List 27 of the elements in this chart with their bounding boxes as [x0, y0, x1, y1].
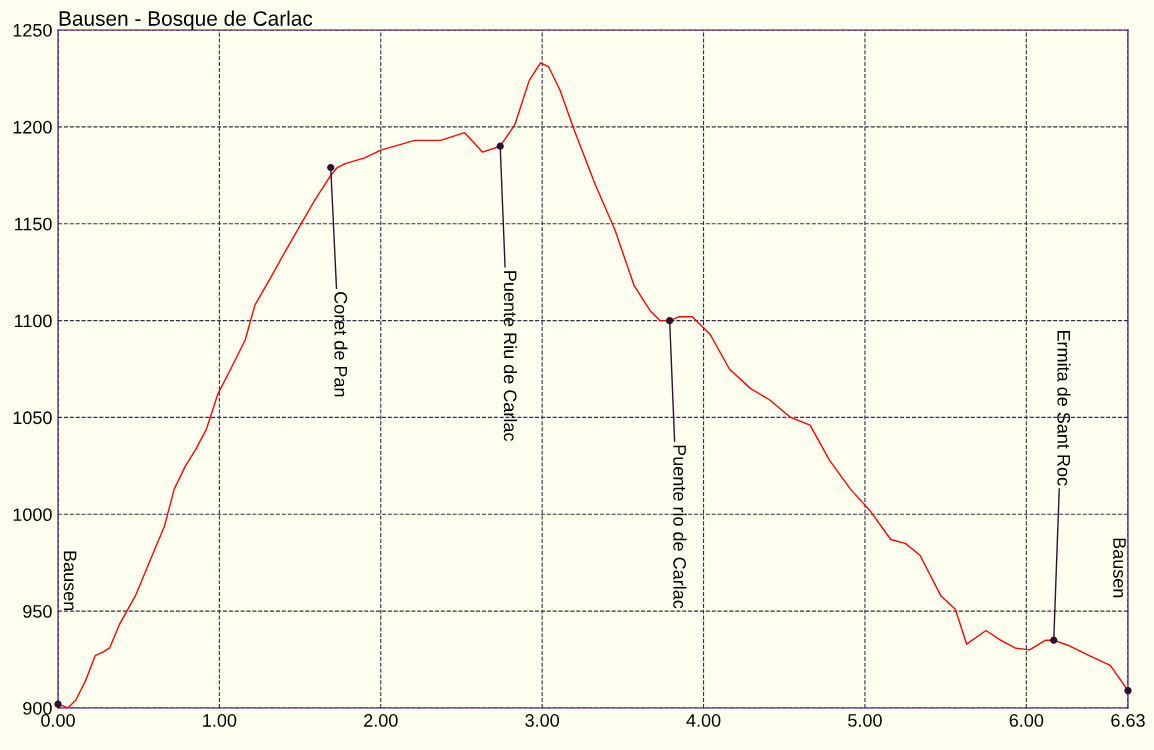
chart-title: Bausen - Bosque de Carlac [59, 10, 313, 30]
x-tick-label: 2.00 [364, 714, 398, 727]
point [666, 316, 674, 325]
y-tick-label: 1150 [14, 217, 52, 231]
y-tick-label: 1250 [13, 23, 52, 37]
annotation: Bausen [1113, 538, 1126, 598]
point [496, 142, 504, 150]
x-tick-label: 4.00 [686, 714, 721, 727]
y-tick-label: 950 [23, 605, 52, 618]
annotation: Bausen [63, 551, 77, 611]
y-tick-label: 1050 [13, 411, 52, 425]
x-tick-label: 6.63 [1111, 714, 1145, 727]
annotation: Puente Riu de Carlac [503, 271, 518, 441]
x-tick-label: 5.00 [848, 714, 882, 727]
x-tick-label: 3.00 [525, 714, 560, 727]
point [54, 700, 62, 708]
y-tick-label: 1200 [13, 120, 52, 134]
annotation: Coret de Pan [334, 292, 348, 397]
y-tick-label: 900 [23, 701, 52, 715]
x-tick-label: 1.00 [203, 714, 237, 727]
annotation: Puente rio de Carlac [673, 445, 687, 609]
annotation: Ermita de Sant Roc [1057, 330, 1071, 486]
x-tick-label: 0.00 [41, 714, 75, 727]
x-tick-label: 6.00 [1009, 714, 1044, 727]
y-tick-label: 1000 [13, 508, 52, 522]
point [1124, 686, 1132, 695]
y-tick-label: 1100 [14, 314, 52, 328]
